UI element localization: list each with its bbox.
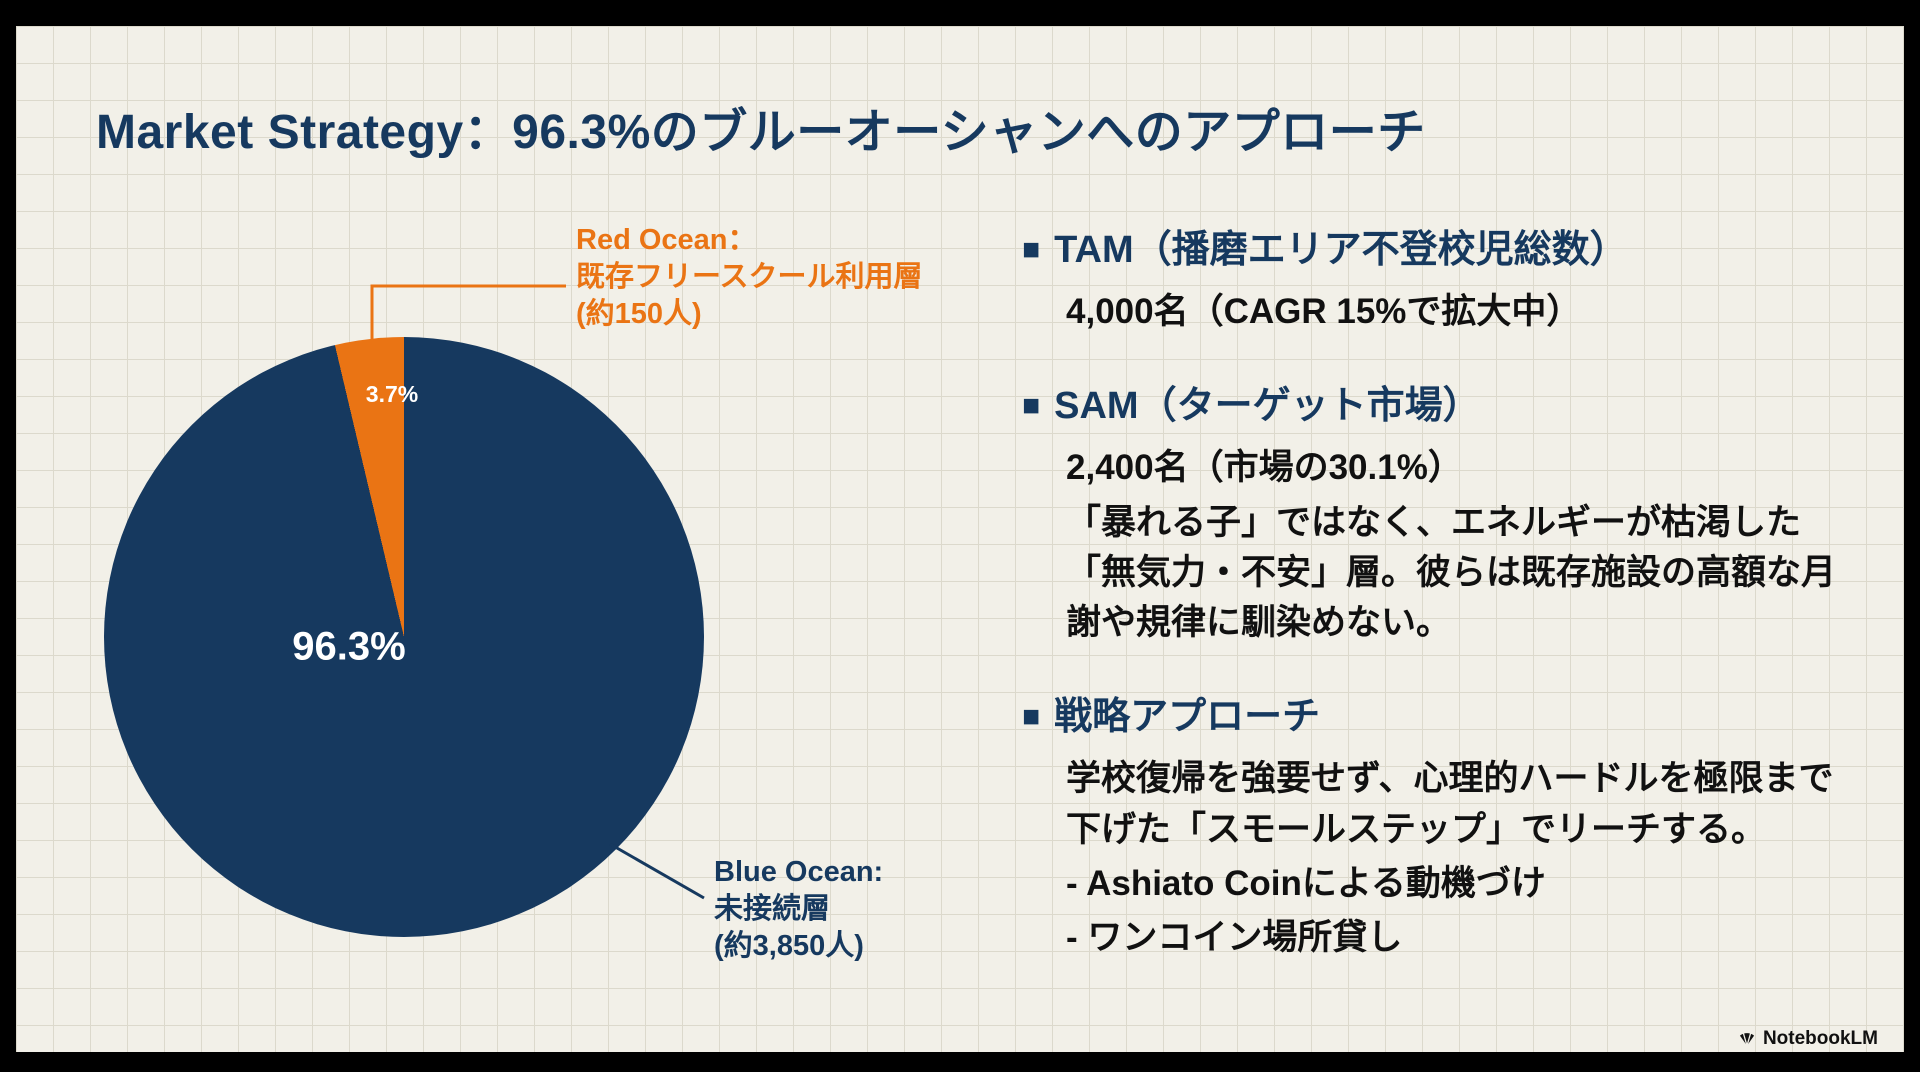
square-bullet-icon: ■: [1022, 233, 1041, 266]
section-strategy-heading-text: 戦略アプローチ: [1054, 695, 1321, 738]
section-tam-line-1: 4,000名（CAGR 15%で拡大中）: [1066, 292, 1582, 332]
section-tam: ■ TAM（播磨エリア不登校児総数） 4,000名（CAGR 15%で拡大中）: [1022, 226, 1862, 338]
content-column: ■ TAM（播磨エリア不登校児総数） 4,000名（CAGR 15%で拡大中） …: [1022, 226, 1862, 964]
red-ocean-label-line2: 既存フリースクール利用層: [576, 261, 923, 294]
blue-ocean-label-line2: 未接続層: [714, 893, 831, 926]
red-ocean-callout: Red Ocean： 既存フリースクール利用層 (約150人): [576, 222, 923, 333]
section-sam-heading: ■ SAM（ターゲット市場）: [1022, 382, 1862, 431]
section-sam-line-1: 2,400名（市場の30.1%）: [1066, 448, 1463, 488]
watermark-text: NotebookLM: [1762, 1028, 1878, 1049]
pie-chart: [104, 337, 704, 937]
square-bullet-icon: ■: [1022, 699, 1041, 733]
section-strategy: ■ 戦略アプローチ 学校復帰を強要せず、心理的ハードルを極限まで下げた「スモール…: [1022, 693, 1862, 964]
blue-ocean-label-line3: (約3,850人): [714, 930, 864, 963]
section-sam-heading-text: SAM（ターゲット市場）: [1054, 384, 1481, 427]
section-tam-heading-text: TAM（播磨エリア不登校児総数）: [1054, 229, 1628, 271]
pie-chart-area: 96.3% 3.7%: [104, 337, 704, 937]
section-sam-line-2: 「暴れる子」ではなく、エネルギーが枯渇した「無気力・不安」層。彼らは既存施設の高…: [1066, 502, 1837, 643]
section-strategy-line-3: - ワンコイン場所貸し: [1066, 918, 1403, 958]
blue-ocean-callout: Blue Ocean: 未接続層 (約3,850人): [714, 854, 883, 965]
pie-label-blue-pct: 96.3%: [292, 624, 406, 669]
section-tam-heading: ■ TAM（播磨エリア不登校児総数）: [1022, 226, 1862, 275]
section-sam: ■ SAM（ターゲット市場） 2,400名（市場の30.1%） 「暴れる子」では…: [1022, 382, 1862, 649]
blue-ocean-label-line1: Blue Ocean:: [714, 856, 884, 888]
notebooklm-logo-icon: [1737, 1029, 1757, 1049]
red-ocean-label-line1: Red Ocean：: [576, 224, 757, 256]
watermark: NotebookLM: [1737, 1028, 1878, 1050]
red-ocean-label-line3: (約150人): [576, 298, 702, 331]
square-bullet-icon: ■: [1022, 388, 1041, 422]
section-strategy-line-1: 学校復帰を強要せず、心理的ハードルを極限まで下げた「スモールステップ」でリーチす…: [1066, 759, 1834, 849]
pie-label-red-pct: 3.7%: [365, 381, 419, 407]
section-strategy-line-2: - Ashiato Coinによる動機づけ: [1066, 863, 1546, 903]
section-strategy-heading: ■ 戦略アプローチ: [1022, 693, 1862, 742]
slide-title: Market Strategy：96.3%のブルーオーシャンへのアプローチ: [96, 106, 1426, 159]
